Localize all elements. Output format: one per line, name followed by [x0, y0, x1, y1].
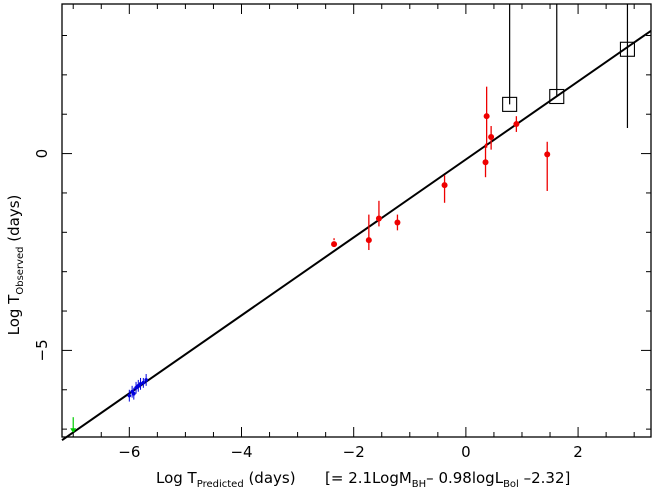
ticks-layer: −6 −4 −2 0 2 −5 0	[33, 4, 651, 461]
data-point-square	[502, 96, 518, 112]
data-point-square	[619, 41, 635, 57]
data-points-layer	[70, 4, 635, 434]
fit-line	[61, 29, 652, 441]
data-point-red	[483, 113, 490, 120]
data-point-blue	[138, 382, 143, 386]
x-tick-label: −2	[343, 443, 365, 461]
data-point-red	[394, 219, 401, 226]
x-axis-label: Log TPredicted (days)	[156, 469, 296, 490]
upper-limit-arrow-icon	[70, 428, 77, 434]
formula-annotation: [= 2.1LogMBH– 0.98logLBol –2.32]	[325, 469, 570, 490]
x-tick-label: −4	[230, 443, 252, 461]
data-point-red	[544, 151, 551, 158]
data-point-blue	[127, 393, 132, 398]
data-point-red	[513, 121, 520, 128]
data-point-red	[331, 241, 338, 248]
data-point-red	[365, 237, 372, 244]
y-axis-label: Log TObserved (days)	[5, 195, 26, 336]
data-point-red	[488, 134, 495, 141]
plot-border	[61, 3, 652, 438]
data-point-blue	[132, 391, 136, 396]
data-point-red	[375, 215, 382, 222]
y-tick-label: −5	[33, 339, 51, 361]
x-tick-label: 0	[461, 443, 471, 461]
plot-frame	[61, 3, 652, 438]
fit-line-layer	[61, 29, 652, 441]
data-point-blue	[141, 380, 146, 385]
data-point-blue	[144, 378, 148, 382]
x-tick-label: 2	[573, 443, 583, 461]
data-point-red	[482, 159, 489, 166]
data-point-square	[549, 88, 565, 105]
x-tick-label: −6	[118, 443, 140, 461]
data-point-red	[441, 182, 448, 189]
y-tick-label: 0	[33, 149, 51, 159]
